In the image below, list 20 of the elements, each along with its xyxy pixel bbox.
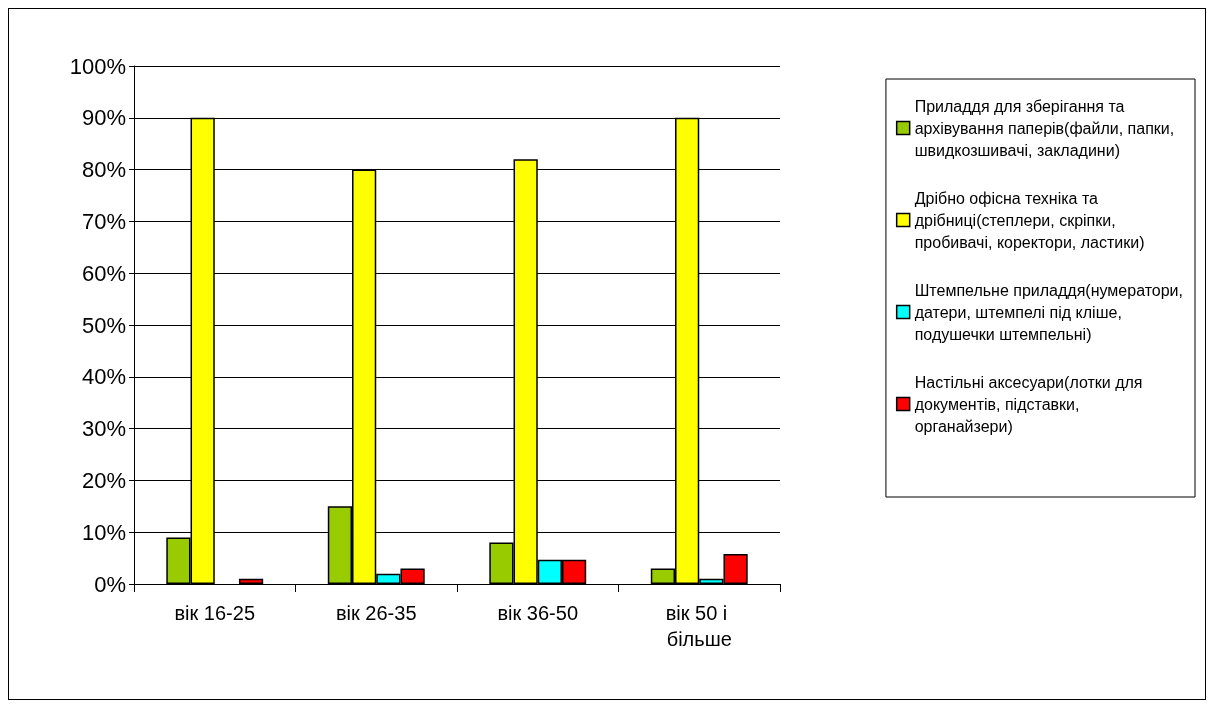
legend-label: Дрібно офісна техніка та дрібниці(степлери, скріпки, пробивачі, коректори, ластики) (914, 189, 1145, 251)
y-tick-label: 100% (69, 53, 126, 79)
y-tick-label: 90% (81, 105, 126, 131)
y-tick-label: 40% (81, 364, 126, 390)
legend-label: Штемпельне приладдя(нумератори, датери, штемпелі під кліше, подушечки штемпельні) (914, 281, 1184, 343)
y-tick-label: 30% (81, 416, 126, 442)
y-tick-label: 0% (94, 571, 126, 597)
legend-label: Приладдя для зберігання та архівування паперів(файли, папки, швидкозшивачі, закладини) (914, 97, 1175, 159)
y-tick-label: 60% (81, 260, 126, 286)
x-tick-label: вік 16-25 (174, 602, 256, 624)
y-tick-label: 50% (81, 312, 126, 338)
y-tick-label: 10% (81, 519, 126, 545)
x-tick-label: вік 26-35 (335, 602, 417, 624)
bar (238, 578, 264, 584)
y-tick-label: 20% (81, 467, 126, 493)
legend-label: Настільні аксесуари(лотки для документів, підставки, органайзери) (914, 373, 1143, 435)
y-tick-label: 70% (81, 208, 126, 234)
x-tick-label: вік 36-50 (497, 602, 579, 624)
x-tick-label: вік 50 і більше (665, 602, 733, 650)
y-tick-label: 80% (81, 157, 126, 183)
